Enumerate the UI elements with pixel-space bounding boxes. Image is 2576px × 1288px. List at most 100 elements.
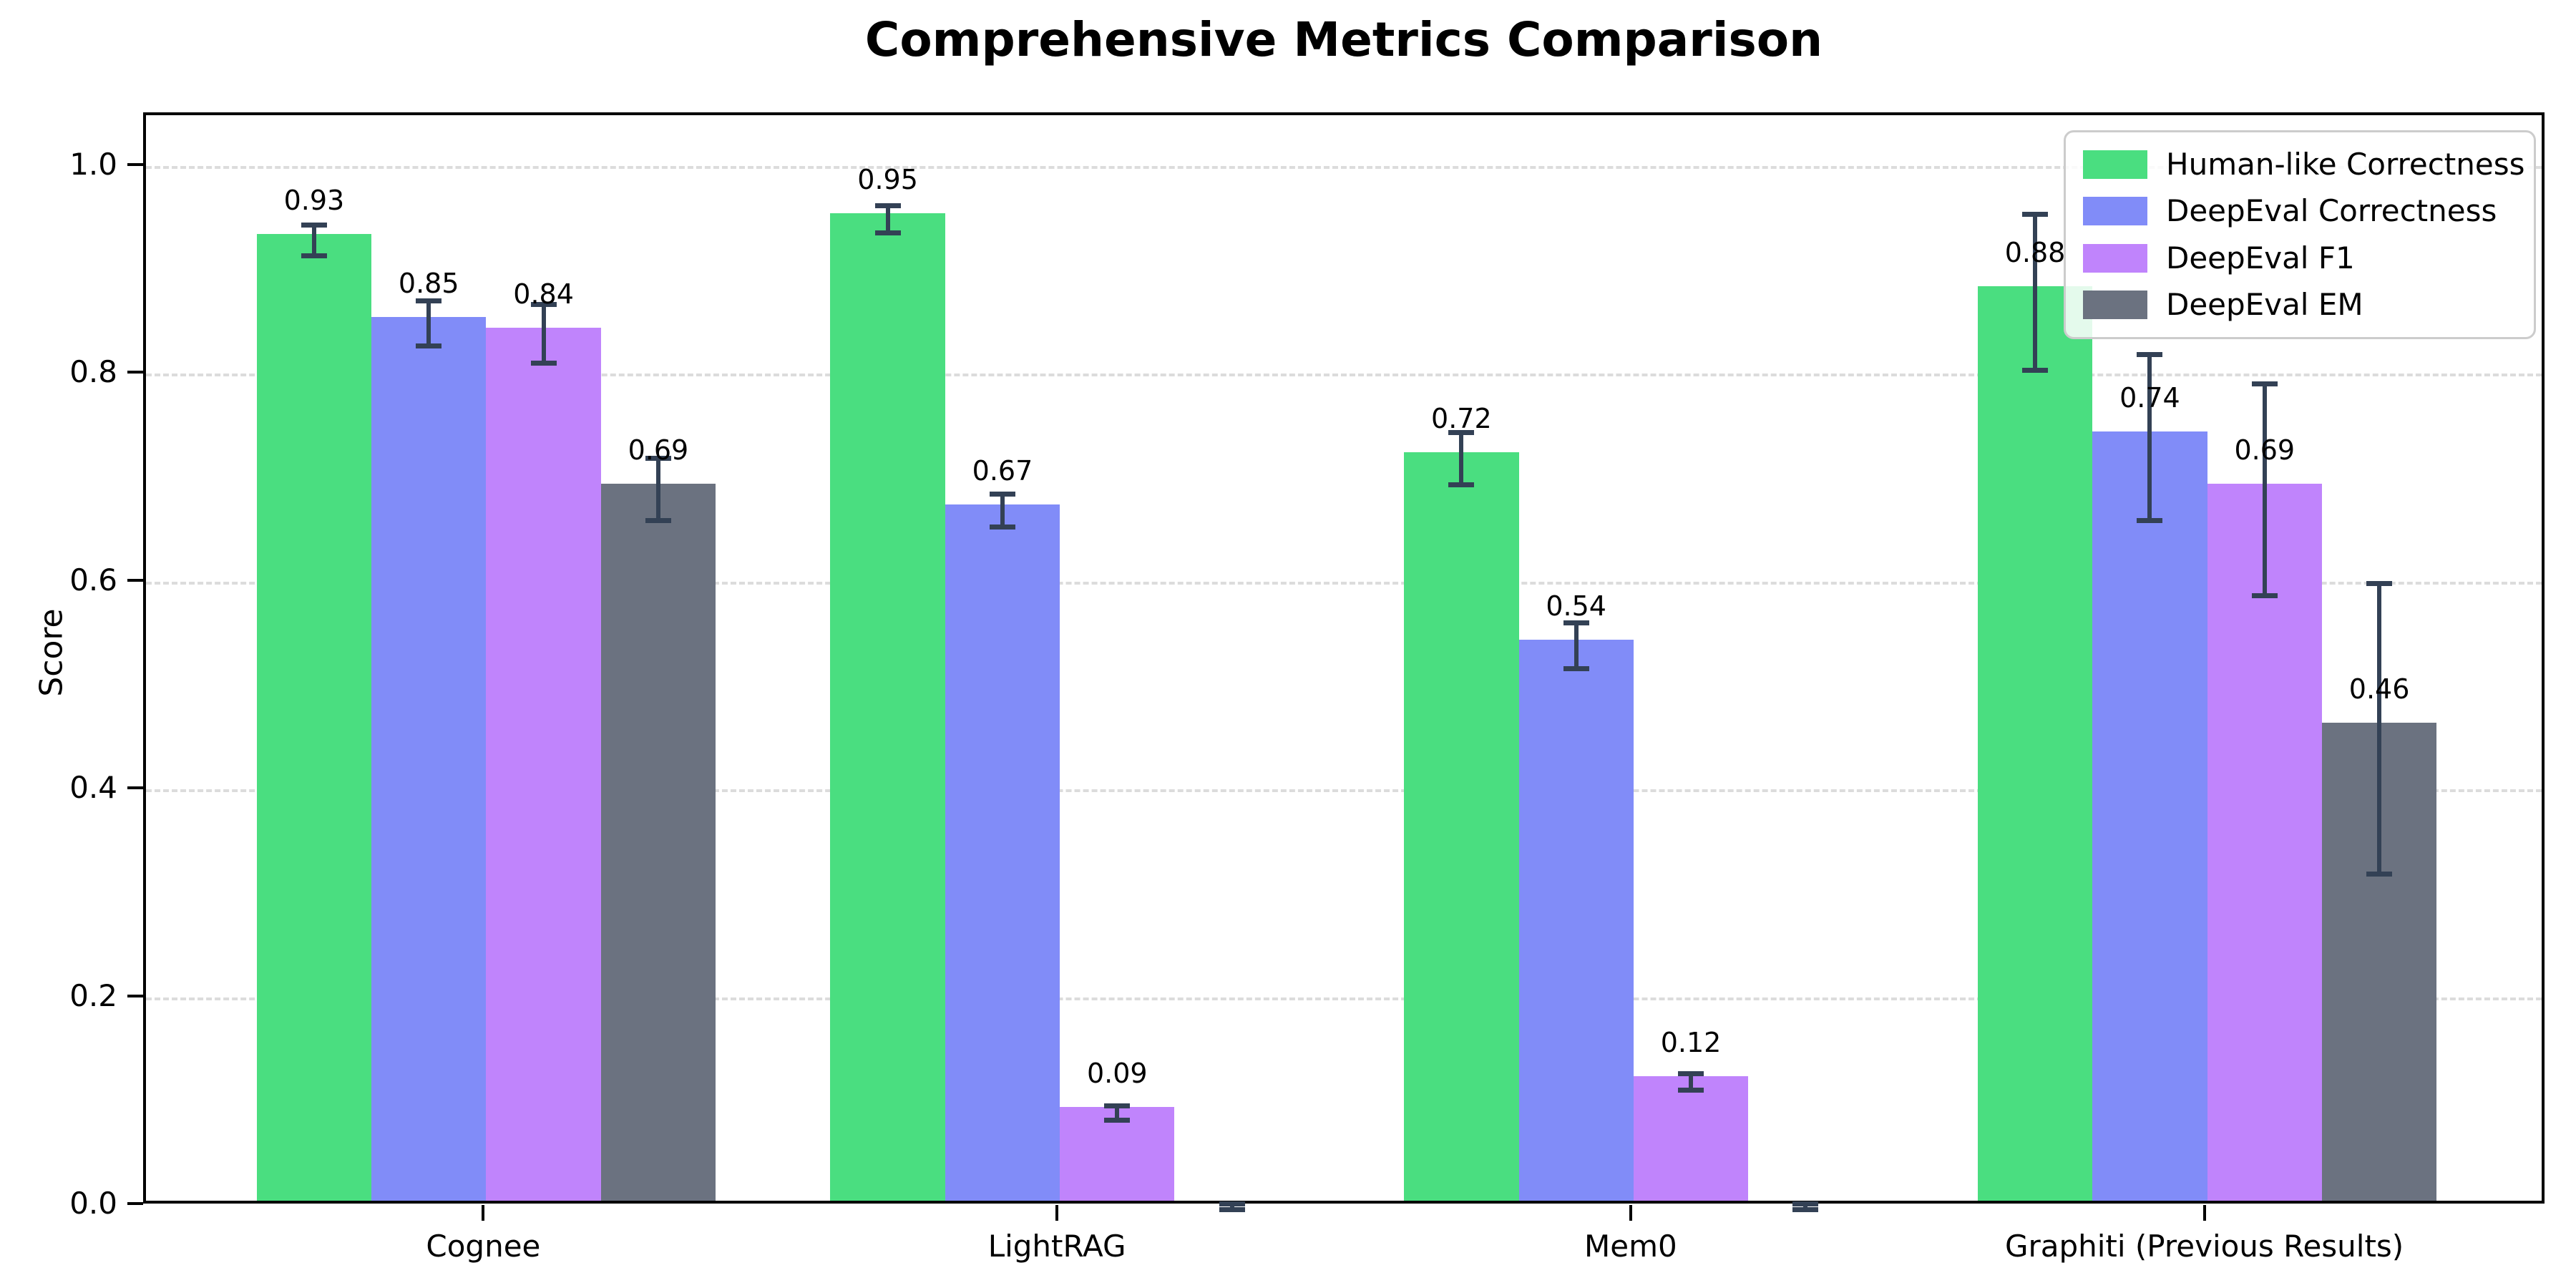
bar bbox=[1404, 452, 1519, 1201]
bar-value-label: 0.85 bbox=[398, 268, 459, 300]
error-bar-cap-bottom bbox=[1448, 482, 1475, 487]
error-bar-cap-top bbox=[416, 298, 442, 303]
error-bar-line bbox=[1000, 493, 1005, 527]
bar bbox=[600, 483, 716, 1201]
y-tick-label: 0.0 bbox=[69, 1186, 117, 1221]
error-bar-line bbox=[1229, 1203, 1234, 1210]
y-tick-mark bbox=[127, 162, 143, 166]
error-bar-cap-top bbox=[1678, 1071, 1704, 1077]
error-bar-line bbox=[655, 458, 660, 521]
error-bar-cap-top bbox=[2366, 580, 2393, 586]
x-tick-label: Graphiti (Previous Results) bbox=[2004, 1229, 2404, 1264]
y-tick-mark bbox=[127, 371, 143, 374]
x-tick-label: Cognee bbox=[426, 1229, 541, 1264]
legend-swatch bbox=[2083, 197, 2147, 226]
legend-label: DeepEval F1 bbox=[2166, 240, 2355, 275]
error-bar-cap-top bbox=[989, 491, 1015, 497]
error-bar-cap-bottom bbox=[2251, 593, 2278, 598]
gridline bbox=[146, 581, 2542, 585]
error-bar-cap-bottom bbox=[1792, 1207, 1819, 1213]
error-bar-line bbox=[1574, 622, 1579, 668]
y-tick-mark bbox=[127, 994, 143, 997]
error-bar-cap-top bbox=[2251, 381, 2278, 386]
bar bbox=[945, 504, 1060, 1201]
bar-value-label: 0.72 bbox=[1431, 403, 1492, 435]
error-bar-line bbox=[885, 205, 890, 233]
error-bar-cap-top bbox=[301, 222, 327, 228]
legend-item: DeepEval Correctness bbox=[2083, 193, 2517, 229]
gridline bbox=[146, 789, 2542, 793]
error-bar-cap-top bbox=[1792, 1201, 1819, 1206]
x-tick-mark bbox=[1055, 1205, 1059, 1221]
x-tick-mark bbox=[2202, 1205, 2206, 1221]
y-axis-label: Score bbox=[33, 608, 70, 697]
error-bar-line bbox=[1803, 1203, 1808, 1210]
x-tick-mark bbox=[482, 1205, 485, 1221]
y-tick-mark bbox=[127, 1202, 143, 1205]
error-bar-cap-top bbox=[645, 456, 671, 462]
error-bar-line bbox=[2147, 354, 2152, 521]
error-bar-line bbox=[1689, 1073, 1694, 1091]
y-tick-mark bbox=[127, 786, 143, 790]
bar bbox=[2207, 483, 2322, 1201]
y-tick-label: 0.8 bbox=[69, 354, 117, 390]
error-bar-line bbox=[541, 304, 546, 363]
error-bar-cap-bottom bbox=[874, 230, 901, 236]
error-bar-cap-top bbox=[1448, 429, 1475, 435]
bar bbox=[1633, 1075, 1749, 1201]
gridline bbox=[146, 374, 2542, 377]
bar-value-label: 0.09 bbox=[1086, 1058, 1148, 1090]
error-bar-line bbox=[1115, 1106, 1120, 1121]
error-bar-line bbox=[2377, 582, 2382, 874]
error-bar-cap-top bbox=[1219, 1201, 1245, 1206]
bar-value-label: 0.84 bbox=[513, 278, 574, 310]
error-bar-cap-bottom bbox=[645, 518, 671, 524]
bar bbox=[1977, 286, 2093, 1201]
error-bar-line bbox=[311, 224, 316, 256]
bar-value-label: 0.93 bbox=[283, 185, 345, 217]
error-bar-cap-bottom bbox=[2366, 872, 2393, 877]
legend-swatch bbox=[2083, 291, 2147, 320]
error-bar-line bbox=[2262, 383, 2267, 595]
legend-label: DeepEval EM bbox=[2166, 287, 2363, 323]
legend-swatch bbox=[2083, 243, 2147, 273]
legend-item: DeepEval EM bbox=[2083, 287, 2517, 323]
chart-title: Comprehensive Metrics Comparison bbox=[864, 12, 1823, 67]
error-bar-cap-top bbox=[530, 302, 557, 308]
error-bar-cap-top bbox=[2022, 211, 2049, 217]
legend-swatch bbox=[2083, 150, 2147, 179]
error-bar-cap-bottom bbox=[1678, 1088, 1704, 1093]
bar bbox=[371, 317, 487, 1201]
y-tick-label: 0.2 bbox=[69, 977, 117, 1013]
error-bar-cap-top bbox=[874, 203, 901, 209]
x-tick-label: LightRAG bbox=[987, 1229, 1126, 1264]
bar-value-label: 0.95 bbox=[857, 164, 918, 196]
error-bar-cap-top bbox=[1563, 620, 1589, 625]
y-tick-label: 1.0 bbox=[69, 146, 117, 182]
bar-value-label: 0.88 bbox=[2004, 236, 2066, 268]
error-bar-cap-bottom bbox=[1563, 665, 1589, 671]
y-tick-label: 0.4 bbox=[69, 770, 117, 806]
bar-value-label: 0.74 bbox=[2119, 382, 2180, 414]
error-bar-cap-bottom bbox=[1219, 1207, 1245, 1213]
error-bar-cap-bottom bbox=[301, 253, 327, 259]
bar-value-label: 0.67 bbox=[972, 454, 1033, 487]
legend-item: Human-like Correctness bbox=[2083, 147, 2525, 182]
gridline bbox=[146, 165, 2542, 169]
error-bar-line bbox=[2033, 213, 2038, 370]
error-bar-cap-bottom bbox=[989, 525, 1015, 530]
error-bar-cap-bottom bbox=[2022, 367, 2049, 373]
error-bar-line bbox=[426, 300, 431, 346]
bar bbox=[256, 234, 372, 1201]
legend: Human-like Correctness DeepEval Correctne… bbox=[2064, 130, 2536, 339]
bar bbox=[486, 328, 601, 1201]
error-bar-cap-bottom bbox=[2137, 518, 2163, 524]
legend-label: DeepEval Correctness bbox=[2166, 193, 2497, 229]
legend-label: Human-like Correctness bbox=[2166, 146, 2525, 182]
gridline bbox=[146, 997, 2542, 1000]
bar-value-label: 0.46 bbox=[2348, 673, 2410, 705]
error-bar-cap-top bbox=[2137, 352, 2163, 358]
legend-item: DeepEval F1 bbox=[2083, 240, 2517, 276]
x-tick-mark bbox=[1629, 1205, 1632, 1221]
bar-value-label: 0.12 bbox=[1660, 1026, 1722, 1058]
